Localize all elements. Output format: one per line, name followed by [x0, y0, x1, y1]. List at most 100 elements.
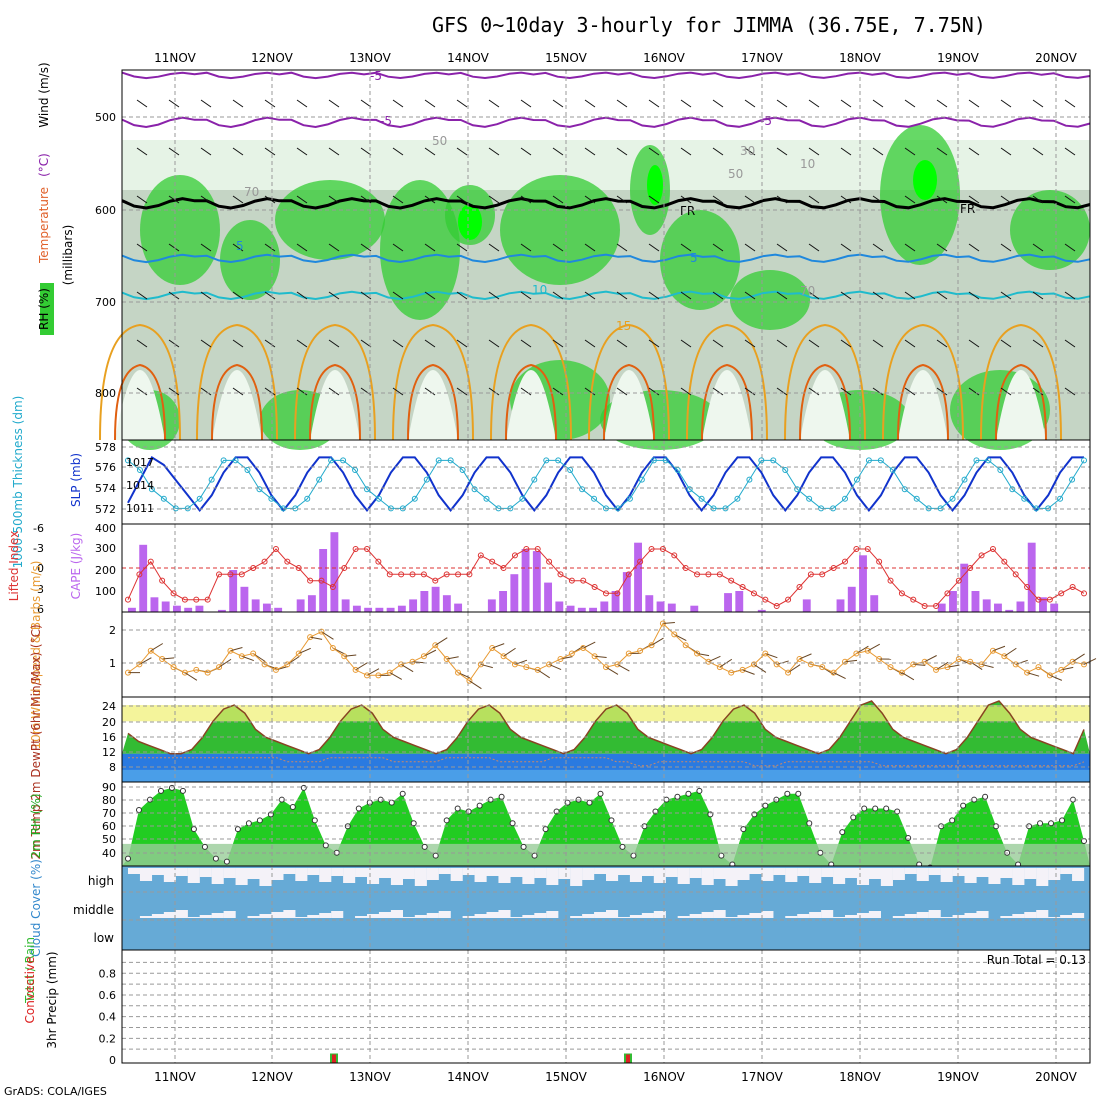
rh2m-tick-label: 40 [102, 847, 116, 860]
cloud-high-bar [677, 868, 690, 884]
cloud-high-bar [653, 868, 666, 883]
wind-speed-point [455, 669, 462, 676]
upper-wind-barb [744, 147, 756, 156]
cape-bar [937, 603, 946, 612]
wind-barb [230, 646, 243, 652]
thickness-series-point [1009, 486, 1016, 493]
bottom-date-label: 18NOV [839, 1070, 881, 1084]
wind-barb [856, 645, 869, 654]
rh2m-tick-label: 80 [102, 794, 116, 807]
thickness-series-point [423, 476, 430, 483]
cloud-middle-bar [438, 911, 451, 918]
precip-convective-bar [332, 1054, 336, 1063]
cloud-middle-bar [319, 913, 332, 918]
cloud-high-bar [629, 868, 642, 882]
wind-speed-point [170, 664, 177, 671]
cloud-middle-bar [904, 914, 917, 918]
cape-bar [240, 586, 249, 612]
wind-speed-point [614, 661, 621, 668]
cape-bar [757, 609, 766, 612]
wind-barb [992, 645, 1006, 652]
run-total-label: Run Total = 0.13 [987, 953, 1086, 967]
upper-wind-barb [392, 195, 404, 204]
cloud-high-bar [641, 868, 654, 876]
upper-wind-barb [392, 339, 404, 348]
wind-barb [446, 656, 459, 660]
lifted-index-tick-label: 0 [37, 562, 44, 575]
upper-wind-barb [456, 99, 468, 108]
wind-speed-point [250, 650, 257, 657]
wind-speed-line [127, 622, 1085, 682]
upper-wind-barb [232, 387, 244, 396]
thickness-series-point [579, 486, 586, 493]
thickness-series-point [949, 495, 956, 502]
cloud-high-bar [606, 868, 619, 881]
upper-wind-barb [1000, 195, 1012, 204]
rh2m-point [795, 790, 802, 797]
contour-label: FR [680, 204, 695, 218]
upper-wind-barb [776, 195, 788, 204]
cape-bar [397, 605, 406, 612]
thickness-series-point [638, 476, 645, 483]
temp-band-coldest [122, 769, 1090, 782]
cape-bar [510, 574, 519, 612]
cloud-middle-bar [534, 913, 547, 918]
thickness-series-point [459, 467, 466, 473]
rh2m-point [696, 787, 703, 794]
upper-wind-barb [360, 195, 372, 204]
cloud-middle-bar [355, 916, 368, 918]
upper-wind-barb [744, 339, 756, 348]
upper-wind-barb [840, 387, 852, 396]
wind-barb [1015, 659, 1028, 665]
rh2m-point [168, 784, 175, 791]
cape-bar [1016, 601, 1025, 612]
wind-speed-point [819, 664, 826, 671]
cloud-middle-bar [510, 917, 523, 918]
cloud-middle-bar [187, 917, 200, 918]
cloud-middle-bar [928, 910, 941, 918]
upper-wind-barb [328, 243, 340, 252]
cloud-middle-bar [163, 912, 176, 918]
upper-wind-barb [1000, 147, 1012, 156]
slp-series-line [127, 455, 1084, 513]
cloud-high-bar [522, 868, 535, 884]
upper-wind-barb [392, 147, 404, 156]
bottom-date-label: 12NOV [251, 1070, 293, 1084]
thickness-series-point [806, 495, 813, 502]
lifted-index-point [773, 603, 780, 609]
cloud-high-bar [163, 868, 176, 882]
cape-bar [960, 563, 969, 612]
rh2m-point [905, 835, 912, 841]
upper-wind-barb [168, 243, 180, 252]
lifted-index-point [147, 558, 154, 565]
rh-chimney [702, 370, 752, 440]
thickness-tick-label: 572 [95, 503, 116, 516]
wind-speed-point [648, 642, 655, 649]
contour-label: 5 [236, 239, 244, 253]
cloud-middle-bar [151, 914, 164, 918]
upper-wind-barb [1000, 243, 1012, 252]
cloud-high-bar [809, 868, 822, 883]
lifted-index-axis-label: Lifted Index [7, 531, 21, 602]
upper-wind-barb [296, 291, 308, 300]
temp-contour-15 [392, 323, 474, 441]
precip-tick-label: 0.2 [99, 1032, 117, 1045]
thickness-series-point [782, 467, 789, 473]
wind10m-panel-frame [121, 611, 1091, 698]
upper-wind-barb [808, 339, 820, 348]
upper-wind-barb [936, 147, 948, 156]
lifted-index-point [125, 596, 131, 603]
upper-wind-barb [712, 243, 724, 252]
upper-wind-barb [712, 291, 724, 300]
rh2m-point [949, 817, 956, 824]
upper-wind-barb [1032, 195, 1044, 204]
upper-wind-barb [328, 339, 340, 348]
upper-wind-barb [168, 147, 180, 156]
upper-wind-barb [424, 99, 436, 108]
upper-wind-barb [520, 195, 532, 204]
upper-wind-barb [488, 147, 500, 156]
wind-barb [674, 633, 687, 641]
cloud-high-bar [833, 868, 846, 884]
rh2m-point [1081, 837, 1087, 844]
rh-chimney [115, 370, 165, 440]
